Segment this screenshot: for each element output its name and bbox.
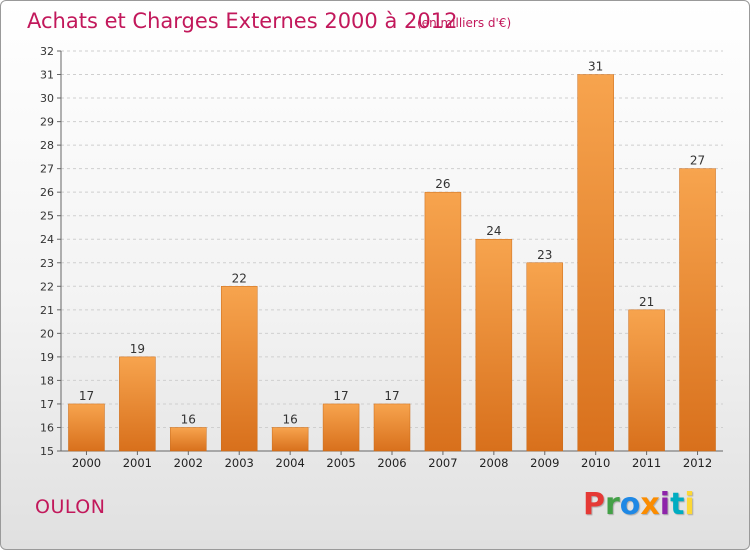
bars [68, 74, 716, 452]
bar-2001 [119, 356, 156, 452]
x-tick-label: 2006 [377, 456, 406, 470]
x-tick-label: 2003 [225, 456, 254, 470]
y-tick-label: 16 [40, 421, 54, 434]
x-tick-label: 2010 [581, 456, 610, 470]
y-tick-label: 17 [40, 398, 54, 411]
x-tick-label: 2001 [123, 456, 152, 470]
y-tick-label: 19 [40, 351, 54, 364]
labels: 15 16 17 18 19 20 21 22 23 24 25 26 27 28 29 30 31 32 17 20… [40, 45, 712, 470]
x-tick-label: 2008 [479, 456, 508, 470]
y-tick-label: 21 [40, 304, 54, 317]
logo-letter: t [670, 487, 685, 522]
logo-letter: o [619, 487, 641, 522]
x-tick-label: 2000 [72, 456, 101, 470]
bar-2003 [220, 286, 258, 452]
bar-2010 [577, 74, 614, 452]
x-tick-label: 2004 [276, 456, 305, 470]
value-label: 17 [79, 389, 94, 403]
value-label: 26 [435, 177, 450, 191]
y-tick-label: 18 [40, 374, 54, 387]
bar-2012 [679, 168, 716, 452]
y-tick-label: 32 [40, 45, 54, 58]
value-label: 16 [283, 412, 298, 426]
value-label: 22 [232, 271, 247, 285]
x-tick-label: 2009 [530, 456, 559, 470]
y-tick-label: 27 [40, 163, 54, 176]
bar-2008 [475, 238, 513, 452]
value-label: 31 [588, 60, 603, 74]
commune-name: OULON [35, 496, 106, 518]
x-tick-label: 2002 [174, 456, 203, 470]
chart-title: Achats et Charges Externes 2000 à 2012 [27, 9, 458, 33]
y-tick-label: 30 [40, 92, 54, 105]
value-label: 19 [130, 342, 145, 356]
x-tick-label: 2007 [428, 456, 457, 470]
value-label: 21 [639, 295, 654, 309]
y-tick-label: 22 [40, 280, 54, 293]
y-tick-label: 24 [40, 233, 54, 246]
value-label: 24 [486, 224, 501, 238]
proxiti-logo[interactable]: Proxiti [583, 487, 695, 522]
y-tick-label: 29 [40, 116, 54, 129]
logo-letter: r [605, 487, 620, 522]
bar-2006 [373, 403, 411, 452]
bar-2009 [526, 262, 564, 452]
chart-subtitle: (en milliers d'€) [417, 16, 512, 30]
y-tick-label: 31 [40, 69, 54, 82]
bar-2002 [170, 427, 207, 452]
value-label: 23 [537, 248, 552, 262]
value-label: 16 [181, 412, 196, 426]
logo-letter: x [640, 487, 660, 522]
value-label: 17 [384, 389, 399, 403]
y-tick-label: 15 [40, 445, 54, 458]
x-tick-label: 2012 [683, 456, 712, 470]
bar-2005 [322, 403, 360, 452]
bar-2011 [628, 309, 665, 452]
x-tick-label: 2011 [632, 456, 661, 470]
y-tick-label: 28 [40, 139, 54, 152]
y-tick-label: 26 [40, 186, 54, 199]
value-label: 27 [690, 154, 705, 168]
bar-2004 [271, 427, 309, 452]
bar-2000 [68, 403, 105, 452]
y-tick-label: 25 [40, 210, 54, 223]
x-tick-label: 2005 [326, 456, 355, 470]
logo-letter: i [659, 487, 671, 522]
logo-letter: P [583, 487, 605, 522]
y-tick-label: 20 [40, 327, 54, 340]
y-tick-label: 23 [40, 257, 54, 270]
value-label: 17 [333, 389, 348, 403]
bar-2007 [424, 191, 462, 452]
logo-letter: i [684, 487, 695, 522]
